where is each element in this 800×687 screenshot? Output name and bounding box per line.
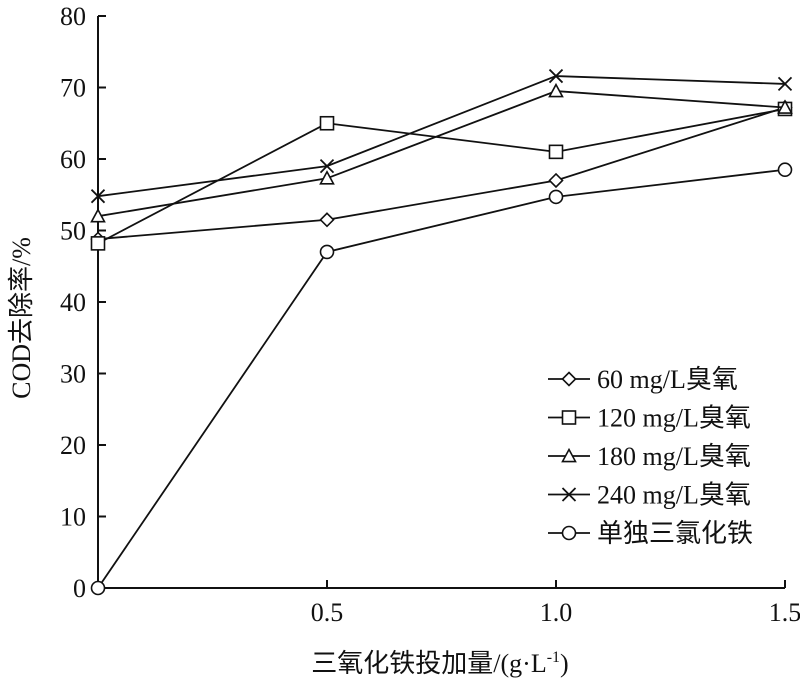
- cross-stroke: [90, 189, 106, 204]
- x-axis-title: 三氧化铁投加量/(g·L-1): [311, 649, 568, 678]
- data-point: [90, 208, 106, 223]
- data-point: [548, 172, 564, 189]
- legend-label: 240 mg/L臭氧: [597, 481, 751, 510]
- cross-stroke: [561, 487, 577, 502]
- legend-label: 单独三氯化铁: [597, 519, 753, 548]
- x-axis-title-sup: -1: [547, 649, 560, 666]
- cross-stroke: [777, 76, 793, 92]
- series-line: [97, 108, 786, 245]
- data-point: [548, 144, 564, 160]
- y-tick-label: 70: [60, 74, 86, 103]
- legend-label: 60 mg/L臭氧: [597, 365, 738, 394]
- data-point: [548, 82, 564, 98]
- data-point: [90, 189, 106, 204]
- x-tick-label: 1.0: [540, 598, 573, 627]
- x-axis-title-main: 三氧化铁投加量/(g·L: [311, 649, 546, 678]
- series-line: [97, 168, 786, 589]
- x-axis-ticks: 0.5 1.0 1.5: [311, 580, 800, 627]
- legend-item: 60 mg/L臭氧: [548, 365, 738, 394]
- y-tick-label: 50: [60, 217, 86, 246]
- legend-item: 120 mg/L臭氧: [548, 404, 751, 433]
- data-point: [777, 99, 793, 114]
- data-point: [319, 159, 335, 174]
- data-point: [777, 76, 793, 92]
- y-tick-label: 60: [60, 145, 86, 174]
- legend-marker: [561, 525, 577, 541]
- y-tick-label: 30: [60, 360, 86, 389]
- y-tick-label: 40: [60, 288, 86, 317]
- series-line: [97, 90, 786, 218]
- data-point: [90, 580, 106, 596]
- legend-marker: [561, 410, 577, 425]
- data-point: [319, 244, 335, 260]
- legend-item: 180 mg/L臭氧: [548, 442, 751, 471]
- legend-item: 240 mg/L臭氧: [548, 481, 751, 510]
- data-point: [319, 170, 335, 185]
- series-4: [90, 68, 793, 204]
- series-line: [97, 106, 786, 240]
- y-tick-label: 10: [60, 503, 86, 532]
- data-point: [548, 189, 564, 205]
- cross-stroke: [548, 68, 564, 84]
- legend-item: 单独三氯化铁: [548, 519, 753, 548]
- y-tick-label: 80: [60, 2, 86, 31]
- legend-label: 120 mg/L臭氧: [597, 404, 751, 433]
- x-tick-label: 1.5: [769, 598, 800, 627]
- data-point: [548, 68, 564, 84]
- legend-label: 180 mg/L臭氧: [597, 442, 751, 471]
- cross-stroke: [319, 159, 335, 174]
- legend-marker: [561, 447, 577, 463]
- series-line: [97, 75, 786, 198]
- data-point: [777, 162, 793, 178]
- legend-marker: [561, 371, 577, 387]
- y-axis-title: COD去除率/%: [7, 237, 36, 399]
- y-tick-label: 20: [60, 431, 86, 460]
- series-layer: [90, 68, 793, 596]
- x-tick-label: 0.5: [311, 598, 344, 627]
- data-point: [319, 212, 335, 228]
- legend: 60 mg/L臭氧 120 mg/L臭氧 180 mg/L臭氧 240 mg/L臭氧单…: [548, 365, 753, 548]
- y-tick-label: 0: [73, 574, 86, 603]
- series-3: [90, 82, 793, 223]
- data-point: [319, 115, 335, 131]
- series-2: [90, 101, 793, 251]
- x-axis-title-tail: ): [560, 649, 569, 678]
- y-axis-ticks: 0 10 20 30 40 50 60 70 80: [60, 2, 106, 603]
- legend-marker: [561, 487, 577, 502]
- series-5: [90, 162, 793, 596]
- data-point: [90, 236, 106, 251]
